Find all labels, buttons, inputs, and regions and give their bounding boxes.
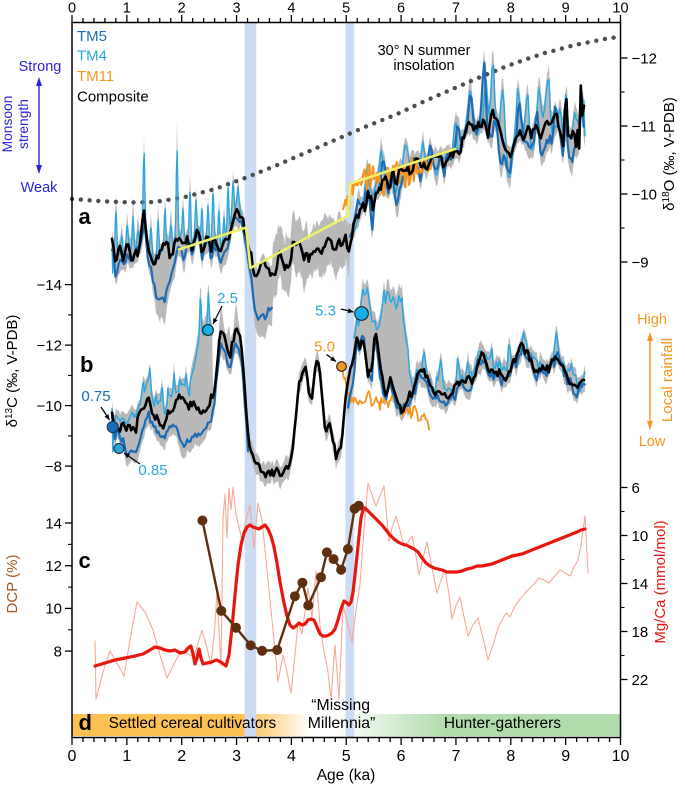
svg-text:d: d <box>79 710 92 735</box>
svg-text:Age (ka): Age (ka) <box>317 767 376 784</box>
svg-text:2.5: 2.5 <box>217 290 238 307</box>
svg-text:Local rainfall: Local rainfall <box>659 338 676 422</box>
svg-text:5.3: 5.3 <box>315 303 336 320</box>
svg-text:9: 9 <box>561 748 570 765</box>
svg-text:10: 10 <box>612 1 628 17</box>
svg-text:Hunter-gatherers: Hunter-gatherers <box>444 715 561 732</box>
svg-text:DCP (%): DCP (%) <box>4 555 21 614</box>
svg-text:3: 3 <box>233 1 241 17</box>
svg-text:strength: strength <box>16 99 31 149</box>
svg-text:4: 4 <box>287 748 296 765</box>
svg-text:Composite: Composite <box>77 89 149 106</box>
svg-text:Settled cereal cultivators: Settled cereal cultivators <box>109 715 277 732</box>
svg-text:b: b <box>80 352 93 377</box>
svg-text:Low: Low <box>639 434 666 450</box>
svg-text:0: 0 <box>68 748 77 765</box>
svg-text:22: 22 <box>632 672 649 689</box>
svg-text:8: 8 <box>507 1 515 17</box>
svg-text:8: 8 <box>54 643 62 660</box>
svg-text:δ13C (‰, V-PDB): δ13C (‰, V-PDB) <box>4 315 22 428</box>
svg-text:10: 10 <box>632 528 649 545</box>
svg-text:−11: −11 <box>632 118 656 135</box>
svg-text:7: 7 <box>451 748 460 765</box>
svg-text:TM5: TM5 <box>77 28 107 45</box>
svg-text:5.0: 5.0 <box>314 339 335 356</box>
svg-text:Weak: Weak <box>21 180 59 196</box>
svg-text:−9: −9 <box>632 254 649 271</box>
svg-text:6: 6 <box>632 480 640 497</box>
svg-text:0.85: 0.85 <box>138 462 167 479</box>
svg-text:5: 5 <box>342 1 350 17</box>
svg-text:Monsoon: Monsoon <box>0 96 15 153</box>
svg-text:insolation: insolation <box>393 58 454 74</box>
svg-text:9: 9 <box>562 1 570 17</box>
svg-text:12: 12 <box>45 558 62 575</box>
svg-text:TM11: TM11 <box>77 68 114 85</box>
svg-text:2: 2 <box>178 1 186 17</box>
svg-text:7: 7 <box>452 1 460 17</box>
svg-text:Mg/Ca (mmol/mol): Mg/Ca (mmol/mol) <box>652 520 669 643</box>
svg-text:0.75: 0.75 <box>81 388 110 405</box>
svg-text:−12: −12 <box>632 50 657 67</box>
svg-text:1: 1 <box>122 748 131 765</box>
svg-text:2: 2 <box>177 748 186 765</box>
svg-text:Millennia”: Millennia” <box>308 715 376 732</box>
svg-text:Strong: Strong <box>19 59 62 75</box>
svg-text:c: c <box>79 548 91 573</box>
svg-text:18: 18 <box>632 624 649 641</box>
svg-text:−14: −14 <box>37 277 62 294</box>
svg-text:6: 6 <box>397 1 405 17</box>
svg-text:4: 4 <box>287 1 295 17</box>
svg-text:−10: −10 <box>632 186 657 203</box>
svg-text:−8: −8 <box>45 458 62 475</box>
svg-text:10: 10 <box>612 748 630 765</box>
svg-text:“Missing: “Missing <box>311 697 370 714</box>
svg-text:8: 8 <box>506 748 515 765</box>
svg-text:10: 10 <box>45 601 62 618</box>
svg-text:−10: −10 <box>37 398 62 415</box>
svg-text:3: 3 <box>232 748 241 765</box>
svg-text:6: 6 <box>397 748 406 765</box>
svg-text:0: 0 <box>68 1 76 17</box>
svg-text:−12: −12 <box>37 337 62 354</box>
svg-text:δ18O (‰, V-PDB): δ18O (‰, V-PDB) <box>661 97 679 211</box>
svg-text:TM4: TM4 <box>77 48 107 65</box>
svg-text:1: 1 <box>123 1 131 17</box>
svg-text:14: 14 <box>45 515 62 532</box>
svg-text:30° N summer: 30° N summer <box>378 43 471 59</box>
svg-text:14: 14 <box>632 576 649 593</box>
svg-text:5: 5 <box>342 748 351 765</box>
svg-text:High: High <box>637 312 667 328</box>
svg-text:a: a <box>79 204 92 229</box>
